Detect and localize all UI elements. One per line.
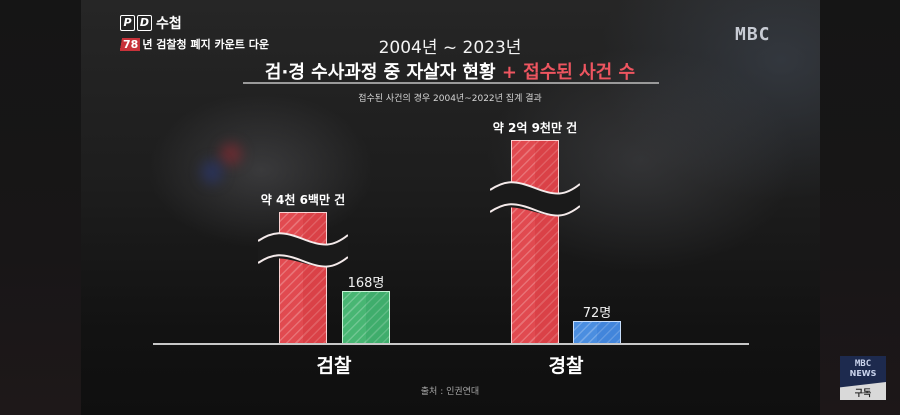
left-pillarbox: [0, 0, 81, 415]
bar-police-suicides: [573, 321, 621, 344]
chart-title-main: 검·경 수사과정 중 자살자 현황: [264, 62, 496, 83]
news-badge-brand: MBC: [854, 359, 872, 369]
bar-police-cases: [511, 140, 559, 344]
category-police: 경찰: [548, 355, 584, 377]
chart-title-accent: + 접수된 사건 수: [495, 62, 636, 83]
news-badge-subscribe-strip: [840, 382, 886, 400]
axis-break-icon: [258, 232, 348, 268]
mbc-logo: MBC: [735, 24, 771, 45]
subscribe-button[interactable]: MBC NEWS 구독: [840, 356, 886, 400]
chart-baseline: [153, 343, 749, 345]
category-prosecution: 검찰: [316, 355, 352, 377]
episode-number: 78: [119, 37, 141, 51]
chart-period: 2004년 ~ 2023년: [378, 38, 522, 58]
background-blur-flag: [201, 160, 223, 184]
label-prosecution-suicides: 168명: [347, 276, 385, 291]
right-pillarbox: [820, 0, 900, 415]
axis-break-icon: [490, 181, 580, 217]
chart-title: 검·경 수사과정 중 자살자 현황 + 접수된 사건 수: [0, 58, 900, 84]
news-badge-news: NEWS: [849, 369, 877, 378]
label-prosecution-cases: 약 4천 6백만 건: [260, 193, 346, 207]
label-police-suicides: 72명: [582, 306, 612, 321]
program-logo-text: 수첩: [156, 16, 182, 32]
program-logo: P D 수첩: [120, 13, 182, 33]
title-divider: [243, 82, 659, 84]
program-logo-d: D: [137, 15, 152, 31]
episode-caption: 78 년 검찰청 폐지 카운트 다운: [119, 36, 269, 52]
bar-prosecution-suicides: [342, 291, 390, 344]
chart-subtitle: 접수된 사건의 경우 2004년~2022년 집계 결과: [358, 94, 542, 104]
video-frame[interactable]: [81, 0, 820, 415]
program-logo-p: P: [120, 15, 135, 31]
label-police-cases: 약 2억 9천만 건: [492, 121, 578, 135]
chart-source: 출처 : 인권연대: [420, 387, 480, 397]
episode-title: 년 검찰청 폐지 카운트 다운: [142, 38, 269, 51]
subscribe-label: 구독: [854, 389, 872, 399]
background-blur-flag: [220, 143, 242, 165]
